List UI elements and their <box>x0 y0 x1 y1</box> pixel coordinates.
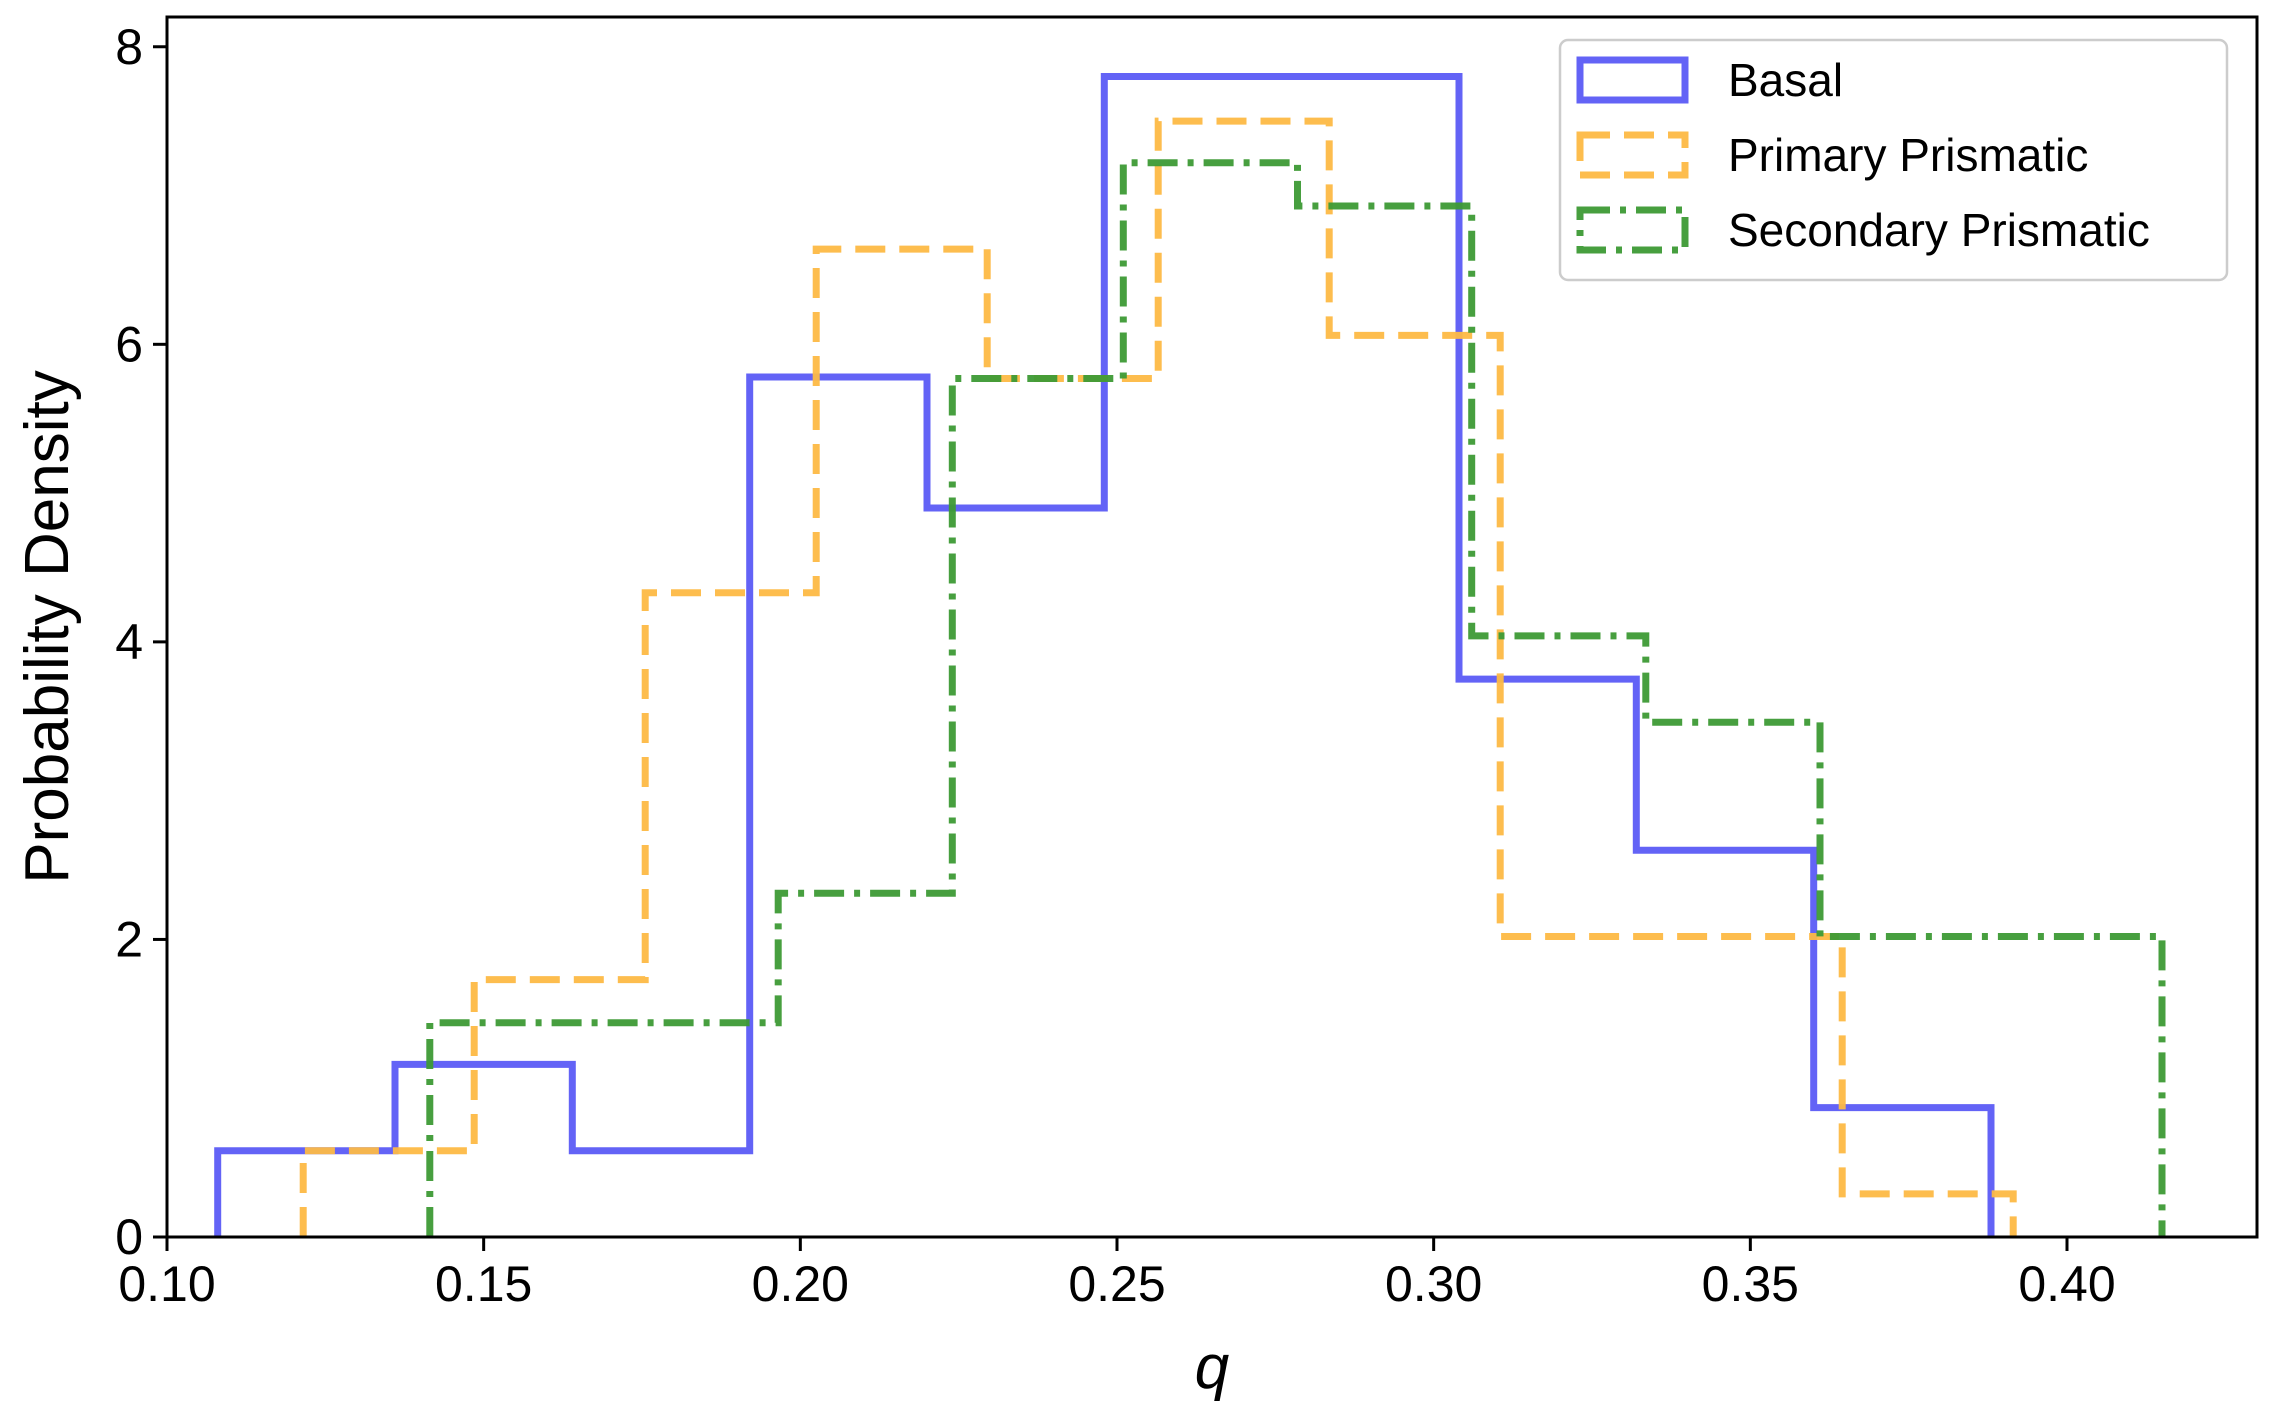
y-tick-label: 6 <box>115 316 143 372</box>
y-tick-label: 2 <box>115 911 143 967</box>
y-axis-label: Probability Density <box>13 370 82 883</box>
x-tick-label: 0.40 <box>2018 1256 2115 1312</box>
y-axis-ticks: 0 2 4 6 8 <box>115 19 167 1265</box>
plot-frame <box>165 15 2259 1239</box>
x-axis-label: q <box>1195 1333 1230 1402</box>
legend: Basal Primary Prismatic Secondary Prismati… <box>1558 38 2229 282</box>
legend-box <box>1558 38 2229 282</box>
series-layer <box>214 73 2166 1237</box>
y-tick-label: 4 <box>115 614 143 670</box>
x-tick-label: 0.25 <box>1068 1256 1165 1312</box>
x-tick-label: 0.30 <box>1385 1256 1482 1312</box>
legend-swatch-primary-prismatic <box>1576 131 1689 179</box>
y-tick-label: 8 <box>115 19 143 75</box>
legend-swatch-basal <box>1576 56 1689 104</box>
legend-label-primary-prismatic: Primary Prismatic <box>1728 129 2088 181</box>
legend-swatch-secondary-prismatic <box>1576 206 1689 254</box>
x-axis-ticks: 0.10 0.15 0.20 0.25 0.30 0.35 0.40 <box>118 1237 2116 1312</box>
x-tick-label: 0.10 <box>118 1256 215 1312</box>
series-primary-prismatic-outline <box>299 117 2017 1237</box>
x-tick-label: 0.20 <box>752 1256 849 1312</box>
legend-label-secondary-prismatic: Secondary Prismatic <box>1728 204 2150 256</box>
series-secondary-prismatic-outline <box>426 159 2166 1237</box>
x-tick-label: 0.35 <box>1702 1256 1799 1312</box>
series-basal-outline <box>214 73 1995 1237</box>
legend-label-basal: Basal <box>1728 54 1843 106</box>
x-tick-label: 0.15 <box>435 1256 532 1312</box>
y-tick-label: 0 <box>115 1209 143 1265</box>
